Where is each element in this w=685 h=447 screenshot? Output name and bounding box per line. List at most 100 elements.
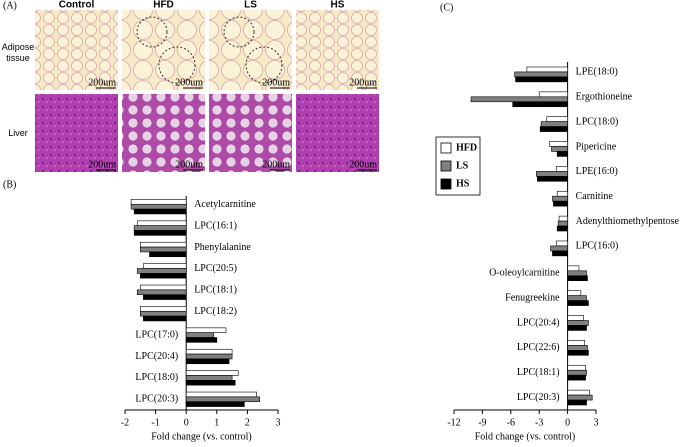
category-label: LPE(16:0)	[576, 166, 618, 177]
legend-swatch	[440, 142, 452, 154]
scale-label: 200um	[262, 159, 290, 170]
micrograph	[35, 94, 118, 172]
bar	[567, 369, 587, 376]
bar	[551, 146, 568, 152]
scale-label: 200um	[175, 77, 203, 88]
micrograph	[209, 94, 292, 172]
x-tick-label: 2	[245, 417, 250, 428]
scale-label: 200um	[349, 77, 377, 88]
x-tick-label: 0	[565, 417, 570, 428]
scale-label: 200um	[262, 77, 290, 88]
bar	[539, 126, 568, 132]
micrograph	[296, 10, 379, 90]
panel-label: (A)	[3, 0, 17, 11]
bar	[567, 315, 584, 321]
bar	[514, 71, 568, 78]
row-label: Liver	[8, 128, 28, 138]
scale-label: 200um	[88, 77, 116, 88]
bar	[470, 96, 568, 103]
micrograph	[35, 10, 118, 90]
x-tick-label: 3	[276, 417, 281, 428]
category-label: Ergothioneine	[576, 92, 633, 103]
bar	[185, 327, 227, 333]
category-label: Phenylalanine	[194, 242, 251, 253]
highlight	[245, 46, 283, 84]
bar	[185, 332, 215, 338]
category-label: LPC(18:0)	[135, 372, 178, 383]
bar	[567, 295, 587, 301]
category-label: LPC(20:4)	[135, 351, 178, 362]
bar	[185, 370, 239, 376]
bar	[556, 151, 568, 157]
bar	[567, 300, 589, 306]
bar	[558, 215, 568, 222]
category-label: Acetylcarnitine	[194, 199, 256, 210]
bar	[549, 141, 568, 147]
bar	[185, 348, 233, 355]
bar	[185, 337, 218, 343]
category-label: LPC(18:1)	[194, 285, 237, 296]
category-label: O-oleoylcarnitine	[489, 268, 560, 279]
bar	[512, 101, 568, 108]
row-label: Adipose tissue	[1, 42, 35, 63]
x-tick-label: 0	[184, 417, 189, 428]
bar	[515, 76, 568, 83]
bar	[140, 273, 187, 279]
bar	[185, 380, 236, 386]
bar	[143, 315, 187, 322]
scale-label: 200um	[175, 159, 203, 170]
scale-label: 200um	[88, 159, 116, 170]
legend-label: HS	[456, 178, 470, 189]
x-tick-label: -3	[535, 417, 543, 428]
category-label: LPC(22:6)	[517, 342, 560, 353]
category-label: LPC(20:3)	[517, 392, 560, 403]
bar	[567, 364, 586, 371]
bar	[537, 176, 568, 182]
category-label: LPC(18:0)	[576, 116, 619, 127]
x-axis-label: Fold change (vs. control)	[475, 431, 576, 442]
bar	[185, 391, 257, 398]
bar	[185, 353, 233, 360]
bar	[540, 121, 568, 127]
panel-label: (B)	[3, 179, 16, 190]
bar	[140, 306, 187, 312]
legend-label: HFD	[456, 142, 477, 153]
bar	[567, 275, 588, 282]
bar	[149, 251, 187, 258]
column-label: HS	[331, 0, 345, 11]
bar	[567, 320, 589, 326]
highlight	[158, 46, 196, 84]
category-label: LPC(16:0)	[576, 241, 619, 252]
bar	[555, 166, 568, 172]
bar	[140, 284, 187, 291]
bar	[140, 310, 187, 317]
micrograph	[296, 94, 379, 172]
bar	[136, 220, 187, 226]
panel-a: Control 200um 200um HFD 200um 200um LS 200um 200…	[35, 0, 379, 172]
bar	[567, 325, 587, 331]
x-tick-label: -2	[121, 417, 129, 428]
category-label: LPC(18:1)	[517, 367, 560, 378]
bar	[185, 401, 245, 407]
legend-label: LS	[456, 160, 469, 171]
bar	[556, 190, 568, 197]
bar	[185, 375, 233, 381]
bar	[550, 245, 568, 252]
bar	[546, 116, 568, 122]
bar	[185, 396, 260, 403]
scale-label: 200um	[349, 159, 377, 170]
x-tick-label: -9	[478, 417, 486, 428]
bar	[552, 250, 568, 257]
bar	[567, 340, 585, 346]
x-axis-label: Fold change (vs. control)	[151, 431, 252, 442]
category-label: LPC(20:3)	[135, 394, 178, 405]
bar	[130, 203, 187, 210]
bar	[553, 200, 568, 207]
legend-swatch	[440, 178, 452, 190]
category-label: Carnitine	[576, 191, 614, 202]
bar	[133, 225, 187, 231]
bar	[556, 225, 568, 232]
category-label: LPC(18:2)	[194, 306, 237, 317]
bar	[130, 199, 187, 205]
